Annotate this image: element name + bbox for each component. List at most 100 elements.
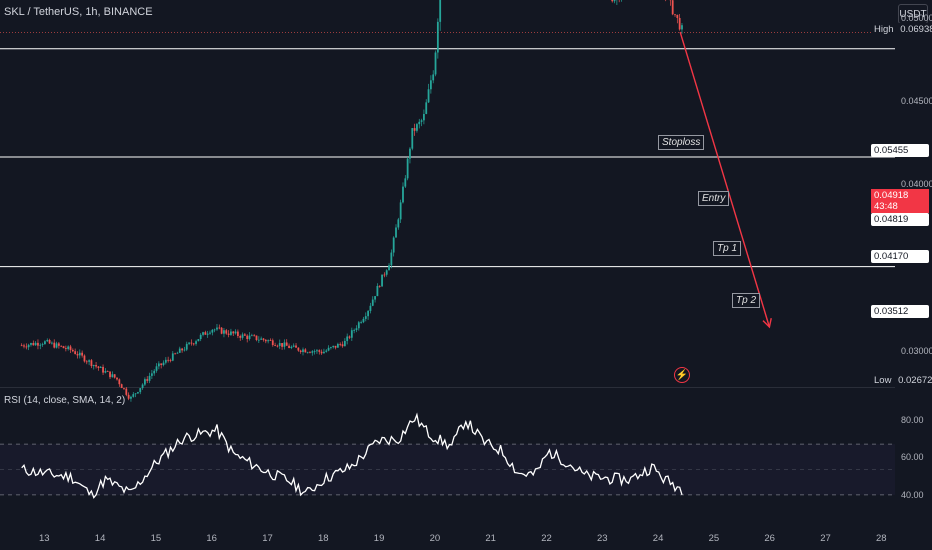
entry-label[interactable]: Entry — [698, 191, 730, 206]
symbol-title: SKL / TetherUS, 1h, BINANCE — [4, 6, 153, 18]
candle — [367, 309, 370, 320]
candle — [423, 109, 425, 125]
stoploss-price-tag: 0.05455 — [871, 144, 929, 157]
time-axis-label: 15 — [150, 533, 162, 544]
time-axis-label: 14 — [94, 533, 106, 544]
candle — [37, 339, 39, 350]
countdown-value: 43:48 — [874, 201, 898, 212]
candle — [120, 383, 123, 389]
time-axis-label: 28 — [876, 533, 887, 544]
candle — [320, 349, 323, 355]
candle — [334, 345, 337, 350]
candle — [420, 118, 423, 127]
rsi-panel-divider — [0, 387, 895, 388]
candle — [411, 128, 414, 151]
candle — [51, 341, 53, 345]
candle — [413, 123, 416, 136]
candle — [427, 83, 430, 103]
current-price-tag: 0.04918 43:48 — [871, 189, 929, 213]
candle — [369, 302, 372, 314]
candle — [346, 333, 349, 345]
candle — [316, 348, 318, 354]
candle — [76, 351, 79, 359]
candle — [225, 328, 228, 335]
lightning-icon[interactable]: ⚡ — [674, 367, 690, 383]
candle — [304, 348, 307, 353]
candle — [81, 350, 84, 358]
tp2-price-tag: 0.03512 — [871, 305, 929, 318]
tp1-label[interactable]: Tp 1 — [713, 241, 742, 256]
candle — [276, 344, 279, 348]
candle — [253, 334, 256, 337]
candle — [343, 338, 346, 347]
candle — [678, 13, 681, 31]
time-axis-label: 21 — [485, 533, 496, 544]
candle — [69, 344, 72, 353]
candle — [169, 358, 172, 363]
candle — [371, 296, 374, 307]
candle — [325, 349, 328, 353]
time-axis-label: 25 — [708, 533, 720, 544]
candle — [232, 331, 235, 336]
candle — [183, 346, 186, 352]
candle — [57, 341, 60, 349]
candle — [360, 320, 363, 324]
candle — [78, 349, 81, 359]
candle — [262, 337, 265, 342]
candle — [381, 274, 383, 287]
candle — [341, 341, 344, 348]
candle — [176, 351, 179, 354]
candle — [92, 364, 95, 370]
candle — [436, 18, 439, 59]
candle — [188, 342, 190, 346]
tp1-price-tag: 0.04170 — [871, 250, 929, 263]
candle — [432, 70, 435, 84]
candle — [311, 350, 314, 356]
current-price-value: 0.04918 — [874, 190, 909, 201]
stoploss-label[interactable]: Stoploss — [658, 135, 705, 150]
candle — [416, 123, 418, 133]
candle — [392, 236, 395, 257]
candle — [23, 343, 25, 349]
tp2-label[interactable]: Tp 2 — [732, 293, 761, 308]
candle — [295, 342, 297, 348]
candle — [271, 338, 274, 347]
projection-arrow[interactable] — [679, 31, 771, 328]
candle — [83, 354, 86, 363]
candle — [243, 332, 246, 336]
candle — [306, 351, 309, 354]
candle — [206, 330, 209, 338]
candle — [190, 339, 193, 346]
candle — [267, 339, 270, 344]
candle — [97, 366, 100, 371]
candle — [611, 0, 614, 3]
candle — [148, 372, 151, 384]
candle — [613, 0, 616, 4]
candle — [332, 345, 335, 349]
candle — [350, 327, 353, 341]
candle — [383, 272, 386, 278]
candle — [681, 23, 683, 34]
candle — [330, 346, 332, 350]
candle — [339, 342, 342, 347]
candle — [355, 325, 358, 333]
rsi-title: RSI (14, close, SMA, 14, 2) — [4, 395, 126, 406]
candle — [99, 366, 102, 369]
candle — [144, 377, 146, 386]
candle — [95, 361, 97, 369]
candle — [60, 345, 63, 348]
candle — [616, 0, 618, 5]
candle — [397, 217, 400, 230]
high-tag: High 0.06938 — [871, 23, 932, 36]
candle — [106, 370, 109, 372]
candle — [264, 338, 267, 344]
candle — [178, 346, 181, 353]
candle — [364, 312, 367, 322]
rsi-axis-label: 80.00 — [901, 415, 924, 425]
candle — [34, 341, 37, 346]
time-axis-label: 20 — [429, 533, 441, 544]
candle — [41, 342, 44, 347]
candle — [309, 351, 311, 354]
candle — [216, 324, 218, 331]
